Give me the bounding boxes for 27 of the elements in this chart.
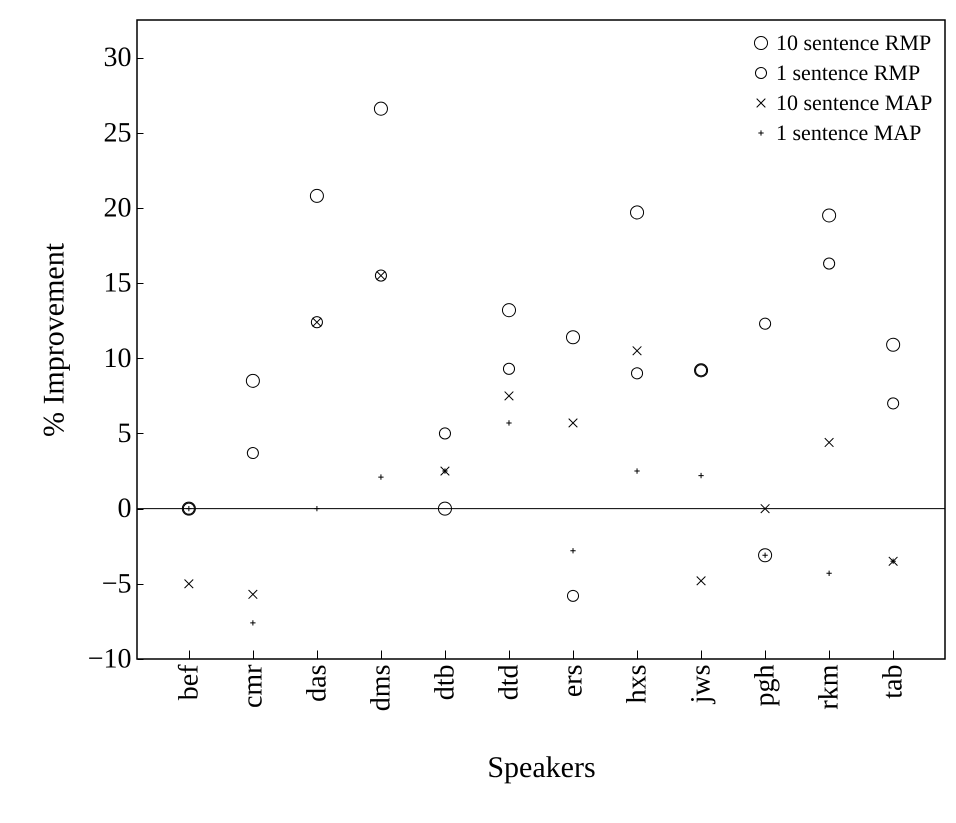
legend-label: 10 sentence RMP: [776, 30, 932, 55]
x-tick-label: cmr: [237, 664, 268, 708]
legend-label: 1 sentence MAP: [776, 120, 922, 145]
x-tick-label: dms: [365, 664, 396, 712]
y-tick-label: 20: [104, 192, 132, 224]
x-tick-label: das: [301, 664, 332, 702]
legend-label: 10 sentence MAP: [776, 90, 932, 115]
y-tick-label: 25: [104, 117, 132, 148]
x-tick-label: tab: [878, 664, 909, 699]
x-tick-label: dtd: [493, 664, 524, 700]
x-tick-label: hxs: [622, 664, 653, 704]
y-tick-label: −5: [102, 568, 132, 600]
y-tick-label: 30: [104, 42, 132, 74]
x-tick-label: bef: [173, 664, 204, 700]
y-axis-title: % Improvement: [38, 242, 71, 438]
legend-label: 1 sentence RMP: [776, 60, 920, 85]
x-tick-label: dtb: [429, 664, 460, 700]
x-tick-label: rkm: [814, 664, 845, 710]
x-axis-title: Speakers: [487, 751, 596, 784]
y-tick-label: 0: [118, 493, 132, 524]
x-tick-label: ers: [558, 664, 589, 698]
y-tick-label: 10: [104, 342, 132, 374]
y-tick-label: 15: [104, 268, 132, 299]
y-tick-label: 5: [118, 418, 132, 449]
x-tick-label: jws: [686, 664, 717, 704]
x-tick-label: pgh: [750, 664, 781, 706]
y-tick-label: −10: [88, 644, 132, 674]
